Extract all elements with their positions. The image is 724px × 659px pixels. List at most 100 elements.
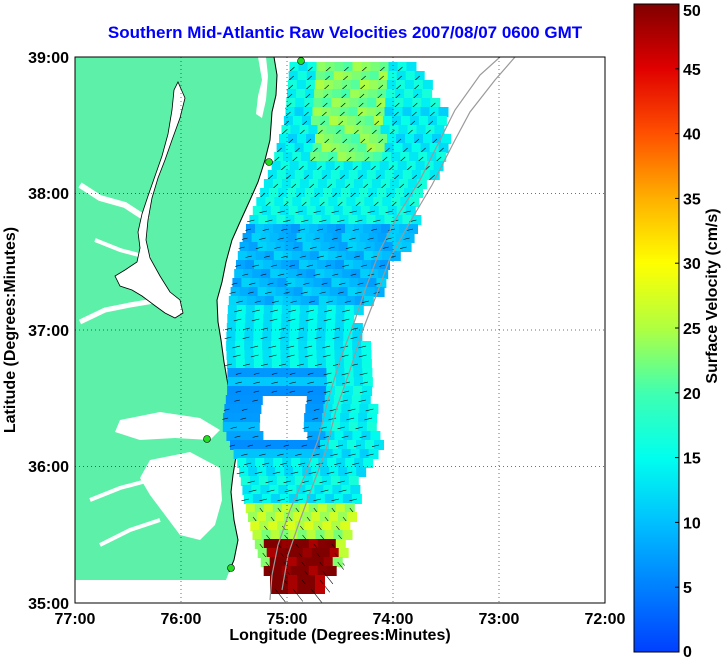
velocity-vector	[364, 417, 373, 421]
velocity-cell	[260, 485, 271, 495]
velocity-vector	[247, 480, 255, 484]
velocity-cell	[252, 206, 263, 216]
velocity-field	[222, 62, 451, 603]
velocity-vector	[251, 318, 260, 322]
velocity-cell	[235, 359, 246, 369]
velocity-vector	[406, 228, 414, 231]
velocity-vector	[349, 498, 357, 502]
velocity-cell	[348, 422, 359, 432]
velocity-cell	[253, 323, 264, 333]
velocity-cell	[343, 161, 354, 171]
velocity-vector	[359, 390, 368, 394]
velocity-cell	[294, 476, 305, 486]
velocity-vector	[236, 471, 245, 475]
velocity-vector	[290, 471, 299, 475]
velocity-vector	[229, 291, 236, 294]
velocity-cell	[363, 224, 373, 234]
velocity-cell	[227, 314, 238, 324]
velocity-cell	[329, 287, 340, 297]
velocity-cell	[406, 62, 417, 72]
velocity-cell	[300, 296, 311, 306]
velocity-cell	[342, 269, 353, 279]
velocity-vector	[308, 300, 315, 303]
velocity-cell	[358, 413, 369, 423]
velocity-vector	[231, 282, 238, 285]
velocity-vector	[242, 273, 249, 276]
velocity-cell	[299, 539, 310, 549]
velocity-cell	[258, 476, 269, 486]
velocity-cell	[305, 233, 316, 243]
velocity-cell	[343, 359, 354, 369]
velocity-vector	[292, 246, 299, 249]
velocity-vector	[234, 435, 241, 438]
velocity-cell	[244, 341, 255, 351]
velocity-cell	[332, 485, 343, 495]
velocity-cell	[335, 179, 346, 189]
velocity-cell	[352, 431, 363, 441]
velocity-cell	[246, 458, 257, 468]
velocity-vector	[341, 390, 350, 394]
velocity-cell	[368, 89, 379, 99]
velocity-cell	[299, 377, 310, 387]
velocity-cell	[297, 71, 308, 81]
velocity-vector	[337, 291, 344, 294]
velocity-vector	[315, 327, 322, 330]
velocity-cell	[270, 494, 281, 504]
velocity-cell	[299, 386, 310, 396]
velocity-vector	[250, 354, 259, 358]
velocity-cell	[227, 305, 238, 315]
velocity-vector	[265, 444, 272, 447]
velocity-cell	[324, 269, 335, 279]
velocity-vector	[270, 309, 278, 313]
velocity-cell	[336, 296, 347, 306]
velocity-vector	[342, 309, 350, 313]
velocity-cell	[320, 242, 331, 252]
pamlico-river	[89, 478, 151, 502]
velocity-cell	[335, 305, 346, 315]
velocity-cell	[288, 269, 299, 279]
velocity-vector	[295, 498, 303, 502]
velocity-cell	[225, 395, 236, 405]
velocity-cell	[326, 125, 337, 135]
velocity-vector	[319, 291, 326, 294]
velocity-cell	[251, 404, 262, 414]
velocity-cell	[330, 107, 341, 117]
velocity-cell	[324, 206, 335, 216]
velocity-cell	[292, 197, 303, 207]
velocity-vector	[360, 264, 368, 267]
velocity-cell	[245, 305, 256, 315]
velocity-vector	[235, 381, 242, 384]
velocity-vector	[366, 453, 374, 457]
velocity-vector	[319, 219, 327, 223]
velocity-vector	[403, 237, 410, 240]
velocity-cell	[317, 314, 328, 324]
velocity-cell	[298, 62, 309, 72]
velocity-vector	[277, 237, 284, 240]
velocity-cell	[242, 485, 253, 495]
velocity-cell	[327, 458, 338, 468]
velocity-cell	[293, 440, 303, 450]
velocity-cell	[393, 143, 404, 153]
velocity-cell	[299, 260, 309, 270]
velocity-vector	[265, 219, 273, 223]
velocity-cell	[436, 116, 447, 126]
velocity-cell	[293, 287, 304, 297]
velocity-cell	[319, 152, 330, 162]
velocity-cell	[404, 89, 415, 99]
velocity-vector	[359, 435, 367, 438]
velocity-cell	[264, 296, 275, 306]
velocity-cell	[257, 287, 268, 297]
velocity-vector	[308, 471, 317, 475]
velocity-cell	[295, 98, 306, 108]
x-tick-label: 76:00	[161, 611, 202, 628]
velocity-cell	[335, 314, 346, 324]
velocity-cell	[245, 386, 256, 396]
velocity-cell	[345, 458, 356, 468]
velocity-cell	[297, 134, 307, 144]
velocity-vector	[332, 336, 340, 339]
velocity-cell	[316, 350, 327, 360]
velocity-cell	[276, 476, 287, 486]
velocity-vector	[289, 264, 296, 267]
velocity-vector	[413, 138, 420, 144]
velocity-cell	[276, 170, 287, 180]
